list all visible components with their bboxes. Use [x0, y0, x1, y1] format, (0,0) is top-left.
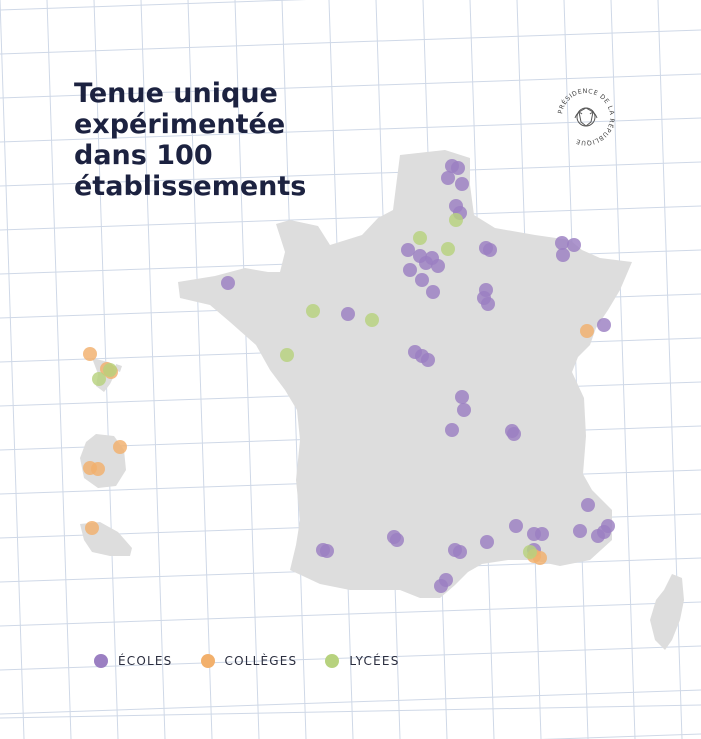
establishment-points — [83, 159, 615, 593]
title-line-3: dans 100 — [74, 140, 213, 171]
point-ecoles — [457, 403, 471, 417]
point-colleges — [91, 462, 105, 476]
point-ecoles — [451, 161, 465, 175]
point-ecoles — [320, 544, 334, 558]
point-colleges — [83, 347, 97, 361]
legend-item-ecoles: ÉCOLES — [94, 654, 173, 668]
france-mainland-shape — [178, 150, 632, 598]
legend-item-colleges: COLLÈGES — [200, 654, 298, 668]
point-ecoles — [403, 263, 417, 277]
point-ecoles — [535, 527, 549, 541]
point-ecoles — [421, 353, 435, 367]
legend-label-lycees: LYCÉES — [349, 654, 400, 668]
point-ecoles — [455, 390, 469, 404]
point-lycees — [103, 363, 117, 377]
point-ecoles — [426, 285, 440, 299]
legend-label-colleges: COLLÈGES — [224, 654, 298, 668]
point-ecoles — [401, 243, 415, 257]
legend-dot-ecoles — [94, 654, 108, 668]
point-ecoles — [419, 256, 433, 270]
point-lycees — [413, 231, 427, 245]
legend-label-ecoles: ÉCOLES — [118, 654, 173, 668]
point-colleges — [113, 440, 127, 454]
legend: ÉCOLES COLLÈGES LYCÉES — [94, 651, 428, 671]
page-title: Tenue unique expérimentée dans 100 établ… — [74, 78, 354, 202]
point-ecoles — [581, 498, 595, 512]
title-line-4: établissements — [74, 171, 307, 202]
point-lycees — [449, 213, 463, 227]
point-ecoles — [445, 423, 459, 437]
legend-dot-lycees — [325, 654, 340, 668]
point-ecoles — [555, 236, 569, 250]
point-lycees — [523, 545, 537, 559]
point-ecoles — [597, 318, 611, 332]
point-ecoles — [509, 519, 523, 533]
point-ecoles — [221, 276, 235, 290]
title-line-2: expérimentée — [74, 109, 286, 140]
legend-item-lycees: LYCÉES — [325, 654, 399, 668]
corsica-shape — [650, 574, 684, 650]
point-colleges — [580, 324, 594, 338]
point-lycees — [92, 372, 106, 386]
point-ecoles — [390, 533, 404, 547]
point-lycees — [280, 348, 294, 362]
point-ecoles — [567, 238, 581, 252]
point-ecoles — [481, 297, 495, 311]
point-ecoles — [556, 248, 570, 262]
emblem-text: PRÉSIDENCE DE LA RÉPUBLIQUE — [557, 88, 615, 146]
point-lycees — [306, 304, 320, 318]
point-ecoles — [573, 524, 587, 538]
point-ecoles — [601, 519, 615, 533]
legend-dot-colleges — [200, 654, 215, 668]
point-colleges — [85, 521, 99, 535]
point-ecoles — [480, 535, 494, 549]
point-ecoles — [483, 243, 497, 257]
svg-text:PRÉSIDENCE DE LA RÉPUBLIQUE: PRÉSIDENCE DE LA RÉPUBLIQUE — [557, 88, 616, 146]
point-ecoles — [507, 427, 521, 441]
point-ecoles — [455, 177, 469, 191]
point-ecoles — [441, 171, 455, 185]
point-lycees — [441, 242, 455, 256]
point-ecoles — [453, 545, 467, 559]
point-lycees — [365, 313, 379, 327]
title-line-1: Tenue unique — [74, 78, 278, 109]
point-ecoles — [431, 259, 445, 273]
point-ecoles — [434, 579, 448, 593]
point-ecoles — [341, 307, 355, 321]
point-ecoles — [415, 273, 429, 287]
rf-emblem-icon: PRÉSIDENCE DE LA RÉPUBLIQUE — [557, 88, 616, 146]
